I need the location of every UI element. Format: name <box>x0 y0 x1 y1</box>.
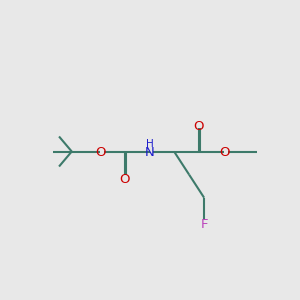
Text: N: N <box>145 146 154 160</box>
Text: H: H <box>146 139 154 149</box>
Text: O: O <box>120 173 130 186</box>
Text: O: O <box>219 146 230 160</box>
Text: O: O <box>194 120 204 133</box>
Text: F: F <box>200 218 208 231</box>
Text: O: O <box>95 146 105 160</box>
